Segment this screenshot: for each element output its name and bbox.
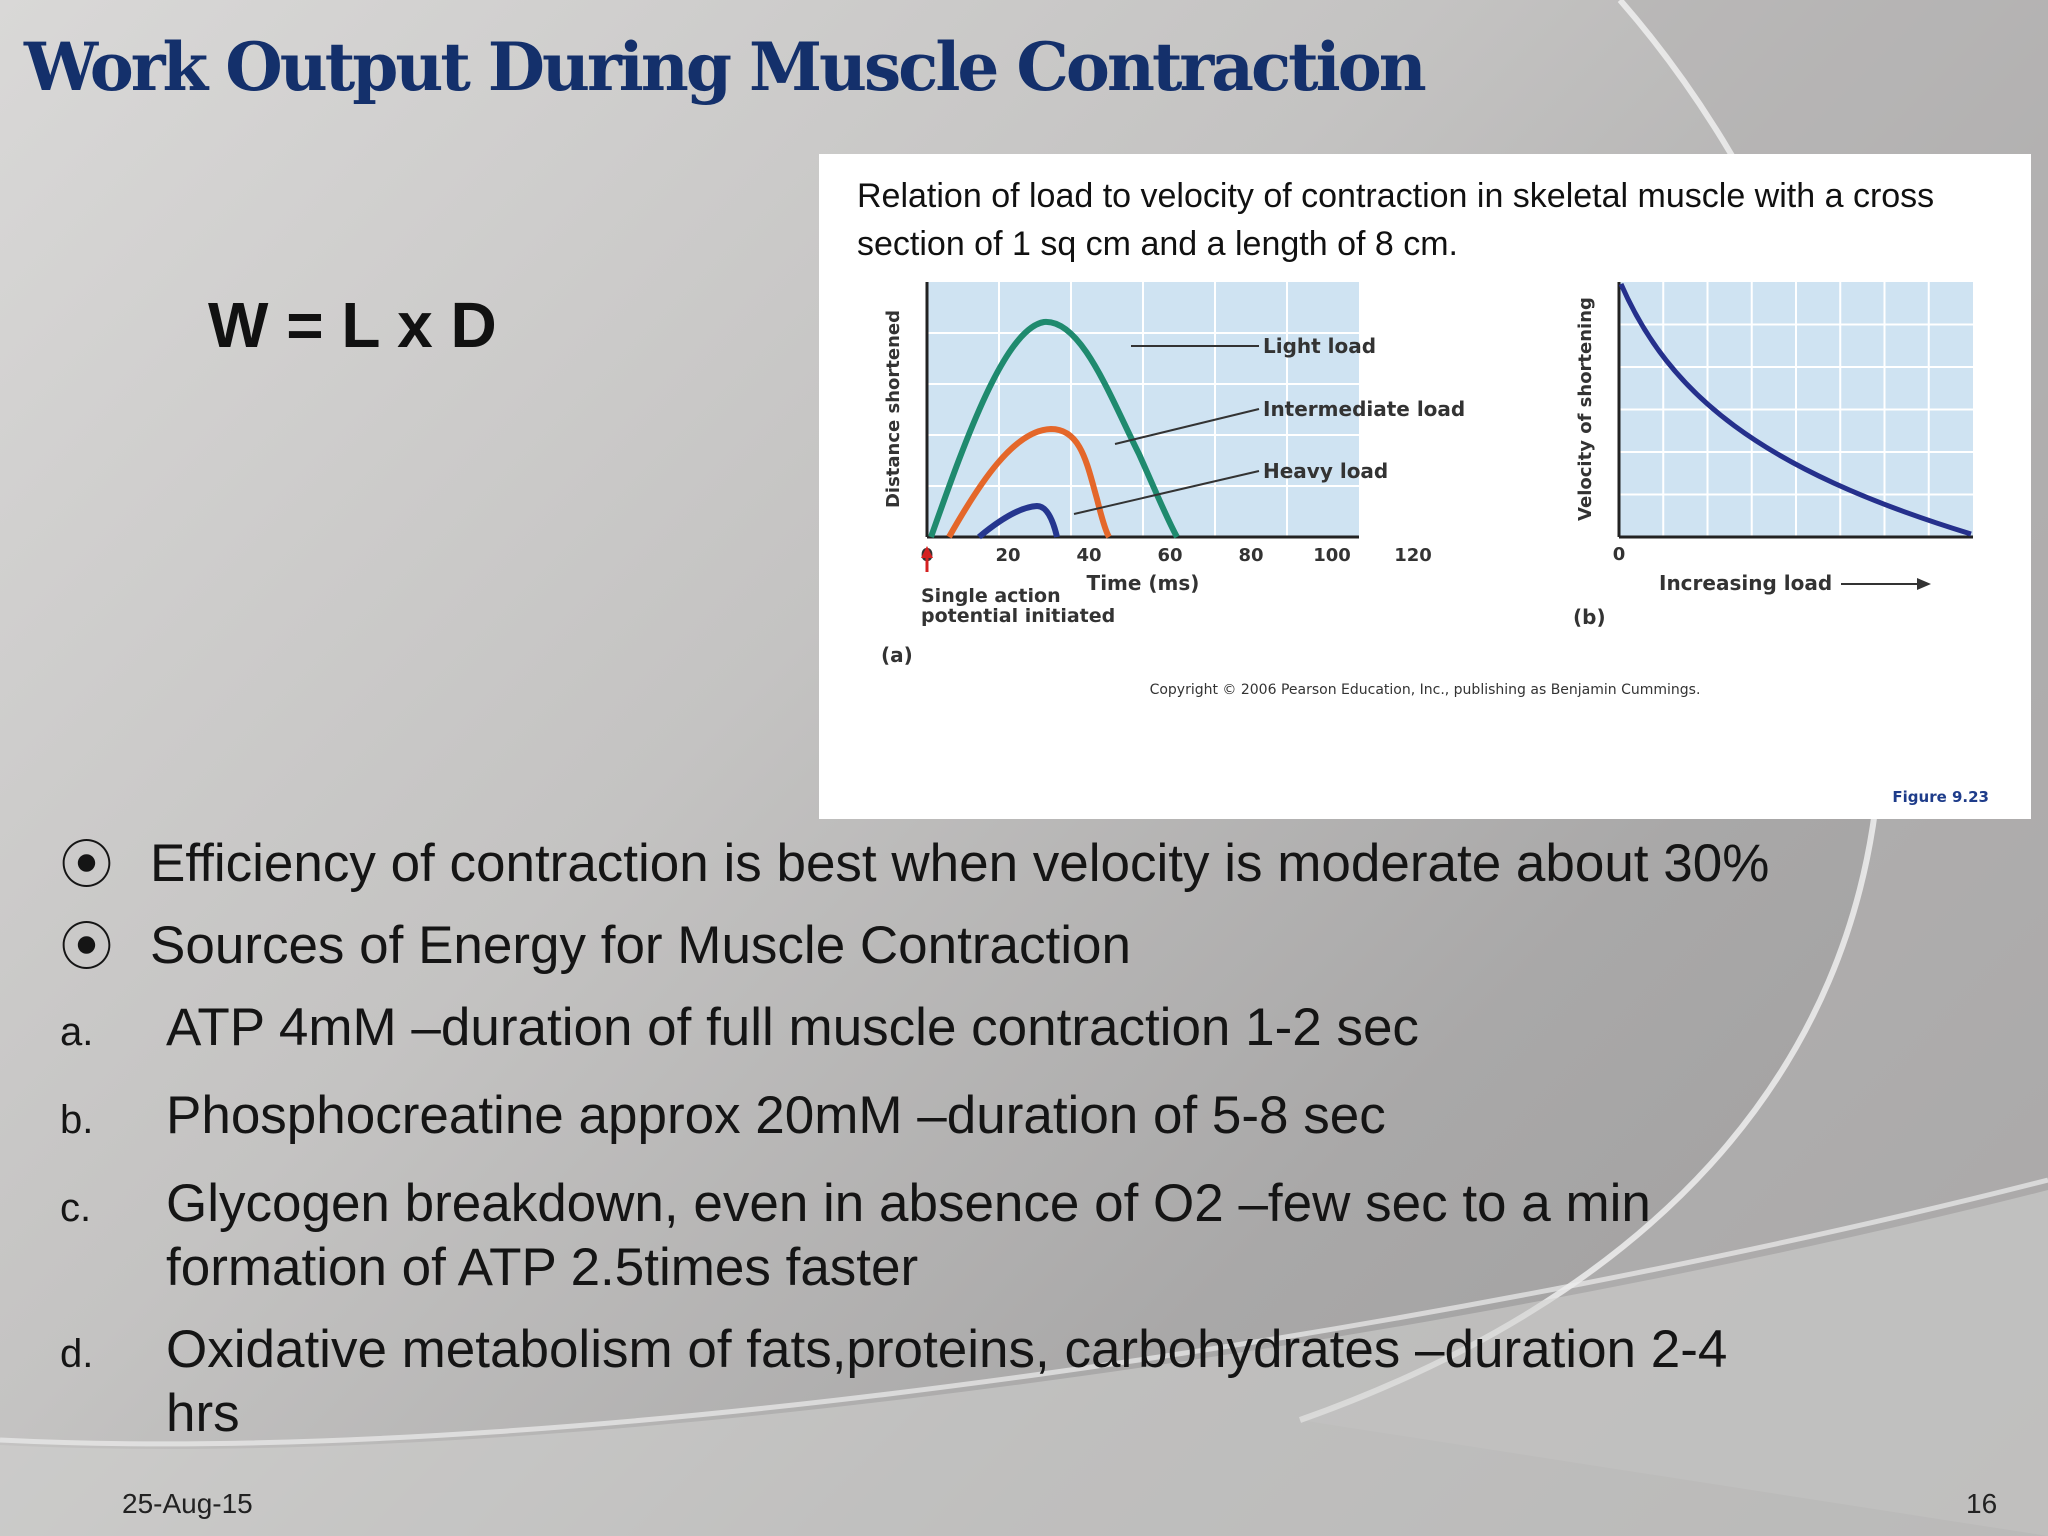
list-text: Glycogen breakdown, even in absence of O…: [166, 1172, 1651, 1300]
panel-a-x-tick: 80: [1238, 545, 1263, 566]
bullet-item: ⦿ Efficiency of contraction is best when…: [60, 832, 1900, 914]
bullet-text: Sources of Energy for Muscle Contraction: [150, 916, 1131, 975]
load-velocity-figure: Light load Intermediate load Heavy load …: [881, 282, 1989, 806]
panel-a-x-tick: 40: [1076, 545, 1101, 566]
panel-b-grid: [1619, 282, 1973, 537]
panel-b: Velocity of shortening 0 Increasing load…: [1573, 282, 1973, 629]
list-text: Phosphocreatine approx 20mM –duration of…: [166, 1084, 1386, 1148]
list-text-line: hrs: [166, 1384, 240, 1443]
list-item: a. ATP 4mM –duration of full muscle cont…: [60, 996, 1900, 1066]
work-formula: W = L x D: [208, 289, 497, 361]
heavy-load-label: Heavy load: [1263, 459, 1388, 483]
slide-page-number: 16: [1966, 1488, 1998, 1519]
bullet-text: Efficiency of contraction is best when v…: [150, 834, 1770, 893]
panel-a-x-label: Time (ms): [1087, 571, 1200, 595]
intermediate-load-curve: [946, 425, 1112, 539]
bullet-marker-icon: ⦿: [60, 836, 113, 895]
figure-panel: Relation of load to velocity of contract…: [819, 154, 2031, 819]
list-text: ATP 4mM –duration of full muscle contrac…: [166, 996, 1419, 1060]
list-text-line: Glycogen breakdown, even in absence of O…: [166, 1174, 1651, 1233]
bullet-item: ⦿ Sources of Energy for Muscle Contracti…: [60, 914, 1900, 996]
panel-b-label: (b): [1573, 605, 1606, 629]
list-text-line: Oxidative metabolism of fats,proteins, c…: [166, 1320, 1728, 1379]
panel-a-x-tick: 60: [1157, 545, 1182, 566]
panel-a-x-tick: 100: [1313, 545, 1351, 566]
list-item: b. Phosphocreatine approx 20mM –duration…: [60, 1084, 1900, 1154]
intermediate-load-leader: [1114, 408, 1260, 445]
list-marker: d.: [60, 1332, 94, 1376]
panel-a-label: (a): [881, 643, 913, 667]
figure-copyright: Copyright © 2006 Pearson Education, Inc.…: [1150, 682, 1701, 698]
bullet-marker-icon: ⦿: [60, 918, 113, 977]
panel-a: Light load Intermediate load Heavy load …: [881, 282, 1465, 667]
light-load-label: Light load: [1263, 334, 1376, 358]
list-text-line: formation of ATP 2.5times faster: [166, 1238, 919, 1297]
velocity-load-curve: [1618, 282, 1972, 537]
light-load-curve: [928, 318, 1180, 539]
slide-date: 25-Aug-15: [122, 1488, 253, 1519]
panel-b-x-label: Increasing load: [1659, 571, 1832, 595]
list-marker: a.: [60, 1010, 94, 1054]
heavy-load-leader: [1073, 470, 1260, 515]
list-marker: b.: [60, 1098, 94, 1142]
panel-a-x-tick: 20: [995, 545, 1020, 566]
action-potential-annotation: Single action potential initiated: [921, 585, 1115, 627]
heavy-load-curve: [977, 502, 1060, 540]
arrow-right-icon: [1917, 578, 1931, 590]
list-item: c. Glycogen breakdown, even in absence o…: [60, 1172, 1900, 1300]
list-text-line: ATP 4mM –duration of full muscle contrac…: [166, 998, 1419, 1057]
panel-b-origin-tick: 0: [1613, 544, 1626, 565]
figure-caption: Relation of load to velocity of contract…: [857, 177, 1935, 263]
panel-a-y-label: Distance shortened: [883, 310, 904, 508]
panel-a-x-tick: 120: [1394, 545, 1432, 566]
panel-b-y-label: Velocity of shortening: [1575, 297, 1596, 521]
list-marker: c.: [60, 1186, 92, 1230]
list-text-line: Phosphocreatine approx 20mM –duration of…: [166, 1086, 1386, 1145]
panel-a-grid: [927, 282, 1359, 537]
slide-title: Work Output During Muscle Contraction: [24, 28, 1427, 106]
figure-number: Figure 9.23: [1892, 788, 1989, 806]
list-text: Oxidative metabolism of fats,proteins, c…: [166, 1318, 1727, 1446]
action-potential-arrow-icon: [921, 546, 933, 558]
list-item: d. Oxidative metabolism of fats,proteins…: [60, 1318, 1900, 1446]
panel-a-x-ticks: 020406080100120: [921, 545, 1432, 566]
content-list: ⦿ Efficiency of contraction is best when…: [60, 832, 1900, 1464]
intermediate-load-label: Intermediate load: [1263, 397, 1465, 421]
